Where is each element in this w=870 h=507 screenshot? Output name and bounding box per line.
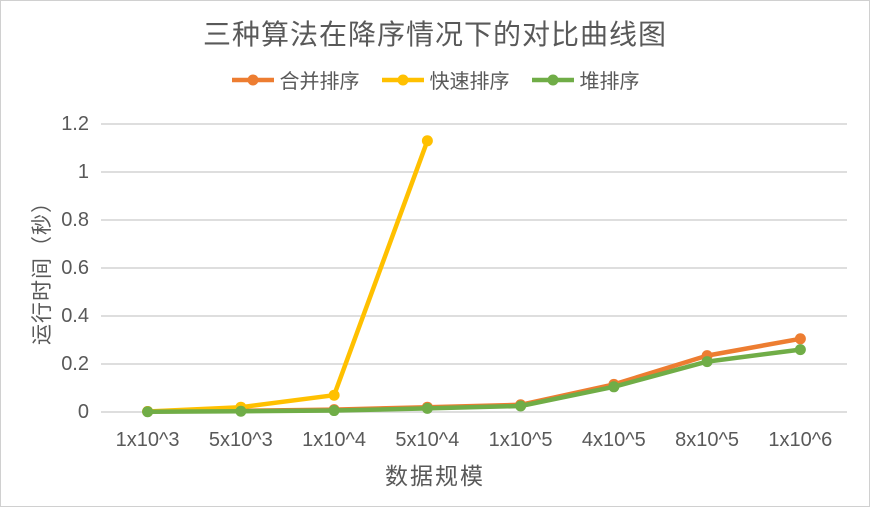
legend-label: 堆排序 [579,71,640,93]
x-tick-label: 8x10^5 [675,429,740,451]
y-tick-label: 0.4 [61,305,89,327]
x-axis-title: 数据规模 [385,463,485,489]
heap-sort-marker [235,405,247,417]
heap-sort-line [145,347,803,415]
x-tick-label: 1x10^3 [115,429,180,451]
legend-item-merge-sort: 合并排序 [231,65,360,94]
legend-item-heap-sort: 堆排序 [531,65,640,94]
x-tick-label: 4x10^5 [581,429,646,451]
heap-sort-marker [328,405,340,417]
y-tick-label: 1 [77,161,89,183]
quick-sort-line [145,138,430,414]
heap-sort-marker [608,381,620,393]
x-tick-label: 5x10^4 [395,429,460,451]
merge-sort-marker [794,333,806,345]
quick-sort-marker [421,135,433,147]
heap-sort-marker [515,400,527,412]
heap-sort-marker [142,406,154,418]
chart-title: 三种算法在降序情况下的对比曲线图 [202,19,667,50]
merge-sort-line [145,336,803,414]
y-tick-label: 0.8 [61,209,89,231]
heap-sort-marker [701,356,713,368]
y-tick-label: 0.6 [61,257,89,279]
legend-item-quick-sort: 快速排序 [381,65,510,94]
x-tick-label: 1x10^4 [302,429,367,451]
y-tick-label: 1.2 [61,113,89,135]
heap-sort-marker [794,344,806,356]
quick-sort-legend-marker-icon [381,74,424,85]
quick-sort-marker [328,389,340,401]
x-tick-label: 1x10^5 [488,429,553,451]
heap-sort-legend-marker-icon [531,74,574,85]
y-axis-title: 运行时间（秒） [31,191,54,345]
x-tick-label: 5x10^3 [208,429,273,451]
legend: 合并排序 快速排序 堆排序 [1,65,869,94]
x-tick-label: 1x10^6 [768,429,833,451]
y-tick-label: 0.2 [61,353,89,375]
y-tick-label: 0 [77,401,89,423]
legend-label: 合并排序 [279,71,360,93]
heap-sort-marker [421,402,433,414]
legend-label: 快速排序 [429,71,510,93]
merge-sort-legend-marker-icon [231,74,274,85]
